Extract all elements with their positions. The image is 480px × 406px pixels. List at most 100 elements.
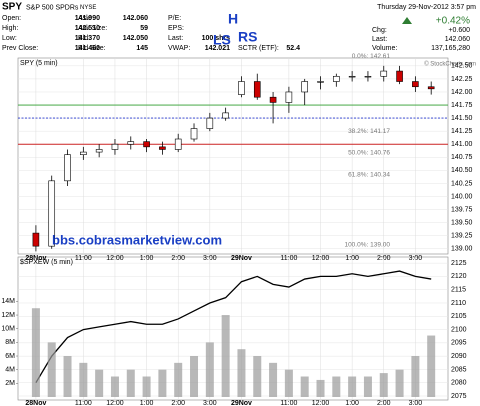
y-tick-label: 139.75 xyxy=(451,206,473,213)
y-tick-label: 2075 xyxy=(451,393,467,400)
y-tick-label: 142.50 xyxy=(451,63,473,70)
x-tick-label: 11:00 xyxy=(280,400,297,406)
field-value: 59 xyxy=(140,25,148,32)
volume-bar xyxy=(174,362,183,397)
credit: © StockCharts.com xyxy=(424,61,476,68)
y2-tick-label: 2M xyxy=(5,380,15,387)
volume-bar xyxy=(427,335,436,397)
y-tick-label: 140.25 xyxy=(451,180,473,187)
field-label: Last: xyxy=(168,35,183,42)
price-line xyxy=(35,270,432,384)
volume-bar xyxy=(332,376,341,397)
fib-label: 61.8%: 140.34 xyxy=(348,171,390,178)
x-tick-label: 29Nov xyxy=(231,400,252,406)
field-value: 142.510 xyxy=(75,25,100,32)
candle-body xyxy=(174,138,182,150)
price-panel xyxy=(17,57,449,255)
field-value: 100 shrs xyxy=(202,35,231,42)
candle-body xyxy=(301,81,308,93)
volume-bar xyxy=(47,342,56,397)
fib-label: 50.0%: 140.76 xyxy=(348,150,390,157)
field-label: Chg: xyxy=(372,27,387,34)
y2-tick-label: 8M xyxy=(5,339,15,346)
y-tick-label: 2125 xyxy=(451,260,467,267)
volume-bar xyxy=(142,376,151,397)
volume-bar xyxy=(395,369,404,397)
candle-body xyxy=(206,117,214,129)
candle-body xyxy=(269,96,277,103)
y-tick-label: 139.25 xyxy=(451,233,473,240)
field-value: 142.060 xyxy=(123,15,148,22)
field-label: P/E: xyxy=(168,15,181,22)
field-value: 145 xyxy=(136,45,148,52)
y-tick-label: 2105 xyxy=(451,313,467,320)
y-tick-label: 139.00 xyxy=(451,246,473,253)
y-tick-label: 2080 xyxy=(451,380,467,387)
y2-tick-label: 10M xyxy=(1,326,15,333)
fib-label: 100.0%: 139.00 xyxy=(344,241,390,248)
candle-body xyxy=(412,81,419,88)
y-tick-label: 139.50 xyxy=(451,219,473,226)
candle-body xyxy=(238,81,245,95)
exchange: NYSE xyxy=(80,5,96,11)
volume-bar xyxy=(316,379,325,397)
y-tick-label: 2115 xyxy=(451,287,466,294)
volume-bar xyxy=(63,356,72,397)
field-label: Bid: xyxy=(78,35,90,42)
candle-body xyxy=(190,128,198,140)
volume-bar xyxy=(411,356,420,397)
x-tick-label: 2:00 xyxy=(171,400,185,406)
candle-body xyxy=(348,75,356,78)
field-value: 142.060 xyxy=(445,36,470,43)
y-tick-label: 2090 xyxy=(451,353,467,360)
field-label: Ask: xyxy=(78,15,92,22)
y-tick-label: 141.00 xyxy=(451,141,473,148)
volume-bar xyxy=(205,342,214,397)
annotation: bbs.cobrasmarketview.com xyxy=(52,232,222,247)
field-value: 141.990 xyxy=(75,15,100,22)
change-pct: +0.42% xyxy=(436,16,470,27)
volume-bar xyxy=(79,362,88,397)
field-label: VWAP: xyxy=(168,45,190,52)
y2-tick-label: 4M xyxy=(5,367,15,374)
field-value: +0.600 xyxy=(448,27,470,34)
candle-body xyxy=(64,154,71,182)
volume-bar xyxy=(126,369,135,397)
y2-tick-label: 6M xyxy=(5,353,15,360)
volume-bar xyxy=(348,376,357,397)
field-value: 141.370 xyxy=(75,35,100,42)
field-label: High: xyxy=(2,25,18,32)
volume-bar xyxy=(221,315,230,397)
candle-body xyxy=(143,141,150,148)
volume-bar xyxy=(379,373,388,397)
y-tick-label: 141.75 xyxy=(451,102,473,109)
y-tick-label: 140.75 xyxy=(451,154,473,161)
y-tick-label: 140.00 xyxy=(451,193,473,200)
field-label: Low: xyxy=(2,35,17,42)
x-tick-label: 1:00 xyxy=(140,400,154,406)
x-tick-label: 2:00 xyxy=(377,400,391,406)
y-tick-label: 2120 xyxy=(451,273,467,280)
y-tick-label: 2110 xyxy=(451,300,466,307)
candle-body xyxy=(364,75,372,78)
y-tick-label: 141.50 xyxy=(451,115,473,122)
x-tick-label: 12:00 xyxy=(312,400,330,406)
symbol: SPY xyxy=(2,2,22,13)
candle-body xyxy=(285,91,293,103)
y-tick-label: 140.50 xyxy=(451,167,473,174)
symbol-name: S&P 500 SPDRs xyxy=(26,4,79,11)
field-value: 141.460 xyxy=(75,45,100,52)
candle-body xyxy=(380,70,388,77)
volume-bar xyxy=(237,349,246,397)
field-value: 142.021 xyxy=(205,45,230,52)
fib-label: 38.2%: 141.17 xyxy=(348,128,390,135)
volume-bar xyxy=(269,362,278,397)
field-value: 137,165,280 xyxy=(431,45,470,52)
field-label: Last: xyxy=(372,36,387,43)
fib-label: 0.0%: 142.61 xyxy=(352,53,391,60)
x-tick-label: 1:00 xyxy=(345,400,359,406)
panel-title: SPY (5 min) xyxy=(20,60,58,67)
field-label: EPS: xyxy=(168,25,184,32)
volume-bar xyxy=(363,376,372,397)
